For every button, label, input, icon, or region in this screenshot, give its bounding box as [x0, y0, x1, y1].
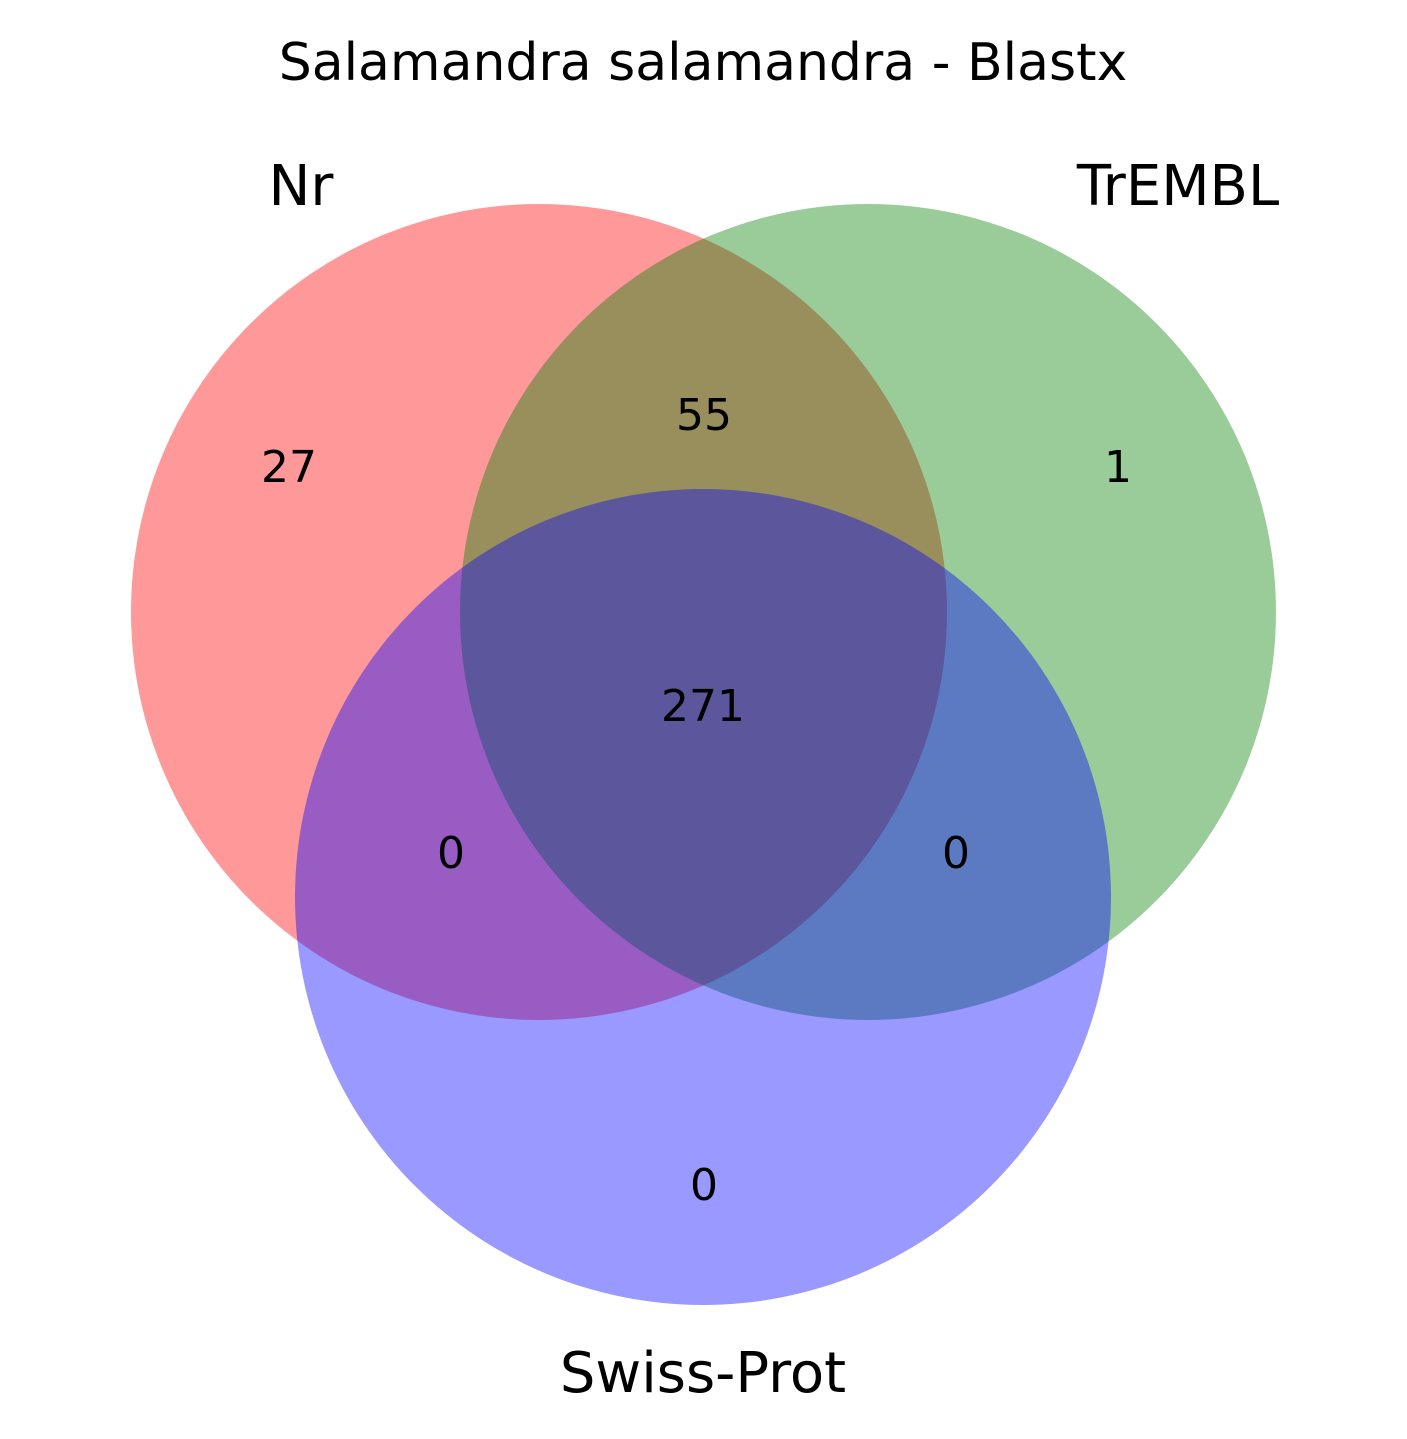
set-label-swissprot: Swiss-Prot [560, 1341, 846, 1406]
set-label-trembl: TrEMBL [1076, 154, 1279, 219]
count-trembl-swissprot: 0 [942, 828, 970, 879]
set-label-nr: Nr [269, 154, 335, 219]
circle-trembl [460, 204, 1276, 1020]
count-nr-trembl: 55 [676, 390, 732, 441]
count-all-three: 271 [661, 681, 745, 732]
circle-swissprot [295, 489, 1111, 1305]
count-swissprot-only: 0 [690, 1160, 718, 1211]
count-nr-swissprot: 0 [437, 828, 465, 879]
diagram-title: Salamandra salamandra - Blastx [279, 33, 1128, 93]
count-nr-only: 27 [261, 442, 317, 493]
set-circles [131, 204, 1276, 1305]
circle-nr [131, 204, 947, 1020]
count-trembl-only: 1 [1104, 442, 1132, 493]
